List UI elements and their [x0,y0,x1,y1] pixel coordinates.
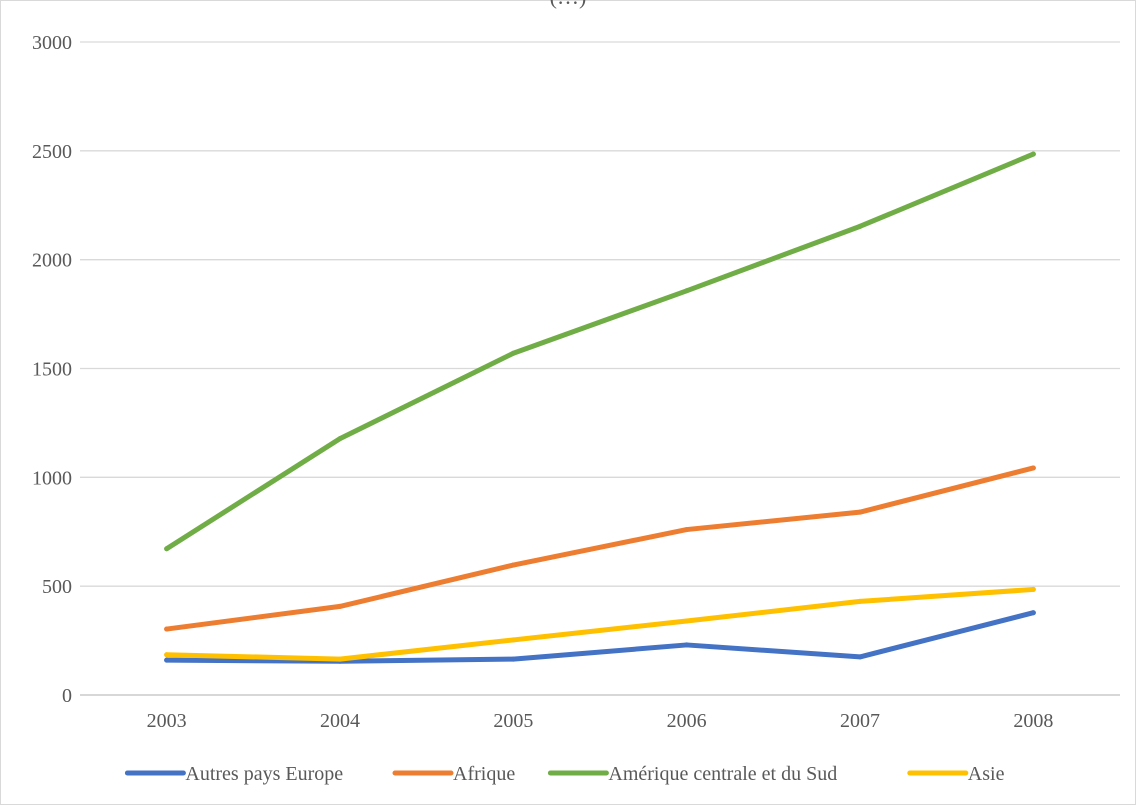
data-point [510,350,516,356]
x-axis-ticks: 2003 2004 2005 2006 2007 2008 [147,710,1054,732]
data-point [1030,151,1036,157]
data-point [164,626,170,632]
data-point [164,652,170,658]
legend: Autres pays Europe Afrique Amérique centra… [124,763,1005,785]
chart-title: (…) [550,0,587,9]
data-point [857,598,863,604]
series-line-2 [164,151,1036,552]
x-tick-label: 2004 [320,710,360,732]
data-point [164,546,170,552]
x-tick-label: 2005 [493,710,533,732]
data-point [857,223,863,229]
data-point [337,436,343,442]
legend-label: Asie [968,763,1005,785]
y-axis-ticks: 0 500 1000 1500 2000 2500 3000 [32,32,72,707]
x-tick-label: 2008 [1013,710,1053,732]
data-point [857,654,863,660]
data-point [684,527,690,533]
series-lines [164,151,1036,664]
series-line-0 [164,610,1036,664]
x-tick-label: 2003 [147,710,187,732]
data-point [337,656,343,662]
data-point [1030,586,1036,592]
legend-label: Autres pays Europe [185,763,343,785]
y-tick-label: 0 [62,685,72,707]
y-tick-label: 500 [42,576,72,598]
data-point [337,603,343,609]
data-point [1030,465,1036,471]
data-point [510,562,516,568]
data-point [684,618,690,624]
gridlines [80,41,1120,696]
data-point [1030,610,1036,616]
y-tick-label: 1000 [32,467,72,489]
series-line-3 [164,586,1036,662]
y-tick-label: 2000 [32,250,72,272]
legend-label: Afrique [453,763,515,785]
data-point [857,509,863,515]
y-tick-label: 2500 [32,141,72,163]
data-point [510,637,516,643]
legend-label: Amérique centrale et du Sud [608,763,837,785]
y-tick-label: 1500 [32,359,72,381]
data-point [684,288,690,294]
y-tick-label: 3000 [32,32,72,54]
data-point [164,657,170,663]
data-point [684,642,690,648]
x-tick-label: 2006 [667,710,707,732]
x-tick-label: 2007 [840,710,880,732]
series-line-1 [164,465,1036,632]
data-point [510,656,516,662]
